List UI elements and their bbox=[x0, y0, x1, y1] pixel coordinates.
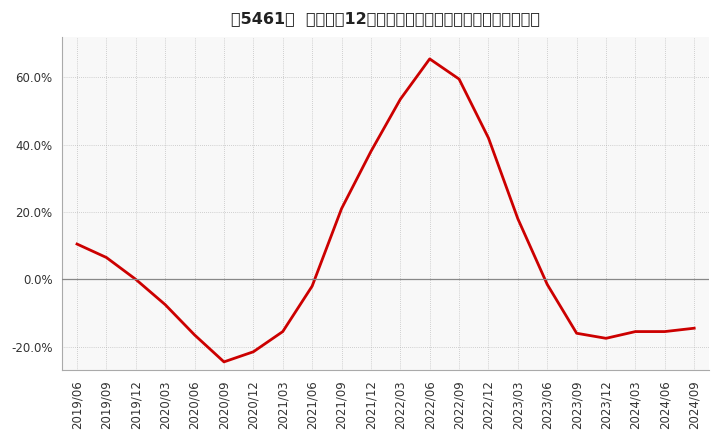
Title: ［5461］  売上高の12か月移動合計の対前年同期増減率の推移: ［5461］ 売上高の12か月移動合計の対前年同期増減率の推移 bbox=[231, 11, 540, 26]
